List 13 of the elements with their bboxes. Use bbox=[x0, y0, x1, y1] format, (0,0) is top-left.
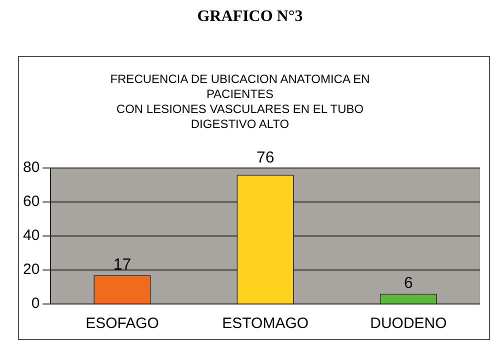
data-label: 6 bbox=[404, 275, 413, 292]
y-tick-label: 60 bbox=[22, 193, 40, 210]
y-tick-label: 80 bbox=[22, 159, 40, 176]
x-tick-label: ESOFAGO bbox=[86, 315, 159, 332]
y-tick-label: 40 bbox=[22, 227, 40, 244]
y-tick-label: 0 bbox=[31, 295, 40, 312]
data-label: 76 bbox=[256, 149, 274, 166]
y-tick-label: 20 bbox=[22, 261, 40, 278]
chart-title: GRAFICO N°3 bbox=[196, 8, 304, 26]
x-tick-label: DUODENO bbox=[370, 315, 447, 332]
x-tick-label: ESTOMAGO bbox=[222, 315, 309, 332]
chart-subtitle: FRECUENCIA DE UBICACION ANATOMICA EN PACIENTES CON LESIONES VASCULARES EN EL TUBO DIGESTIVO ALTO bbox=[109, 72, 371, 132]
data-label: 17 bbox=[113, 256, 132, 274]
